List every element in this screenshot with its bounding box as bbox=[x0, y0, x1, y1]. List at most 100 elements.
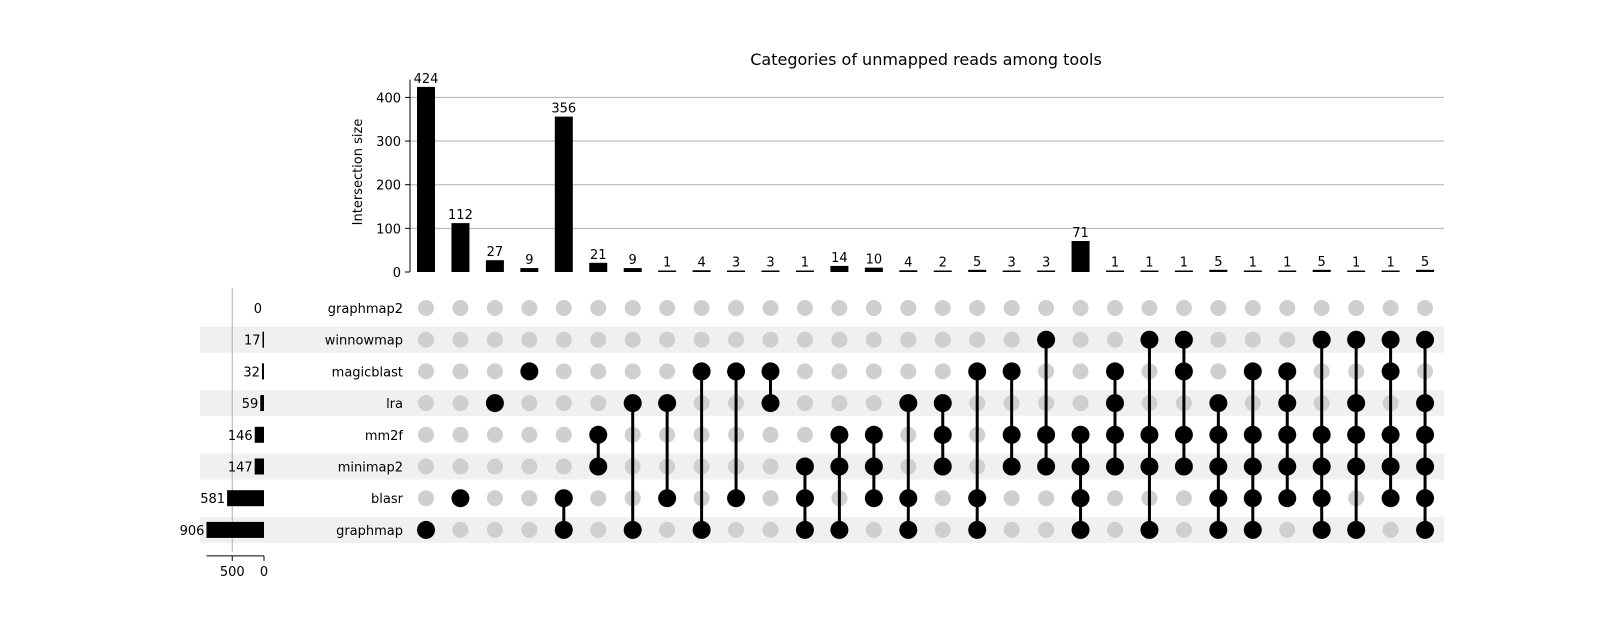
matrix-dot-off bbox=[1072, 331, 1089, 348]
matrix-dot-on bbox=[1347, 457, 1366, 476]
matrix-dot-on bbox=[1209, 394, 1228, 413]
matrix-dot-on bbox=[1416, 489, 1435, 508]
matrix-dot-on bbox=[795, 457, 814, 476]
matrix-dot-off bbox=[831, 331, 848, 348]
matrix-dot-on bbox=[1209, 520, 1228, 539]
matrix-dot-on bbox=[1243, 362, 1262, 381]
matrix-dot-off bbox=[728, 300, 745, 316]
matrix-dot-on bbox=[1381, 362, 1400, 381]
intersection-bar bbox=[899, 270, 918, 272]
matrix-dot-off bbox=[934, 490, 951, 507]
matrix-dot-off bbox=[1348, 300, 1365, 316]
matrix-dot-on bbox=[1002, 457, 1021, 476]
intersection-size-label: 5 bbox=[1214, 255, 1222, 270]
matrix-dot-off bbox=[1141, 300, 1158, 316]
matrix-dot-on bbox=[933, 394, 952, 413]
matrix-dot-on bbox=[1416, 330, 1435, 349]
matrix-dot-on bbox=[1071, 489, 1090, 508]
matrix-dot-off bbox=[521, 490, 538, 507]
matrix-dot-off bbox=[521, 300, 538, 316]
matrix-dot-off bbox=[555, 395, 572, 412]
matrix-dot-off bbox=[969, 300, 986, 316]
matrix-dot-on bbox=[864, 489, 883, 508]
set-size-bar bbox=[254, 426, 264, 443]
intersection-bar bbox=[1037, 270, 1056, 272]
matrix-dot-off bbox=[486, 490, 503, 507]
matrix-dot-off bbox=[590, 521, 607, 538]
set-size-bar bbox=[254, 458, 264, 475]
set-size-label: 17 bbox=[244, 334, 261, 349]
matrix-dot-off bbox=[486, 426, 503, 443]
intersection-size-label: 1 bbox=[1145, 256, 1153, 271]
matrix-dot-off bbox=[555, 426, 572, 443]
matrix-dot-on bbox=[761, 394, 780, 413]
set-size-bar bbox=[206, 521, 264, 538]
matrix-dot-off bbox=[865, 521, 882, 538]
set-size-bar bbox=[227, 490, 264, 507]
matrix-dot-off bbox=[1072, 395, 1089, 412]
matrix-dot-on bbox=[1071, 520, 1090, 539]
matrix-dot-on bbox=[1209, 489, 1228, 508]
matrix-dot-off bbox=[728, 331, 745, 348]
matrix-dot-off bbox=[590, 490, 607, 507]
matrix-dot-off bbox=[590, 363, 607, 380]
matrix-dot-on bbox=[1002, 362, 1021, 381]
matrix-dot-on bbox=[761, 362, 780, 381]
matrix-dot-on bbox=[1278, 489, 1297, 508]
matrix-dot-off bbox=[659, 331, 676, 348]
matrix-dot-off bbox=[900, 331, 917, 348]
matrix-dot-on bbox=[1347, 520, 1366, 539]
matrix-dot-on bbox=[933, 425, 952, 444]
matrix-dot-off bbox=[934, 300, 951, 316]
intersection-bar bbox=[520, 268, 539, 272]
matrix-dot-on bbox=[1347, 425, 1366, 444]
intersection-size-label: 3 bbox=[1042, 256, 1050, 271]
matrix-dot-on bbox=[1278, 457, 1297, 476]
intersection-size-label: 112 bbox=[448, 208, 473, 223]
intersection-bar bbox=[623, 268, 642, 272]
matrix-dot-off bbox=[590, 395, 607, 412]
matrix-dot-on bbox=[899, 489, 918, 508]
row-stripe bbox=[200, 453, 1444, 480]
matrix-dot-off bbox=[418, 395, 434, 412]
matrix-dot-on bbox=[1002, 425, 1021, 444]
matrix-dot-off bbox=[762, 521, 779, 538]
matrix-dot-off bbox=[1003, 300, 1020, 316]
matrix-dot-on bbox=[1174, 457, 1193, 476]
matrix-dot-off bbox=[555, 331, 572, 348]
y-tick-label: 400 bbox=[376, 91, 401, 106]
matrix-dot-off bbox=[555, 458, 572, 475]
intersection-size-label: 5 bbox=[1421, 255, 1429, 270]
matrix-dot-off bbox=[1107, 331, 1123, 348]
matrix-dot-on bbox=[1106, 362, 1124, 381]
intersection-size-label: 1 bbox=[1352, 256, 1360, 271]
matrix-dot-off bbox=[762, 331, 779, 348]
matrix-dot-off bbox=[418, 331, 434, 348]
set-label: magicblast bbox=[332, 365, 403, 380]
intersection-bar bbox=[1312, 269, 1331, 272]
intersection-gridlines bbox=[410, 96, 1444, 229]
matrix-dot-on bbox=[1381, 489, 1400, 508]
matrix-dot-off bbox=[452, 426, 469, 443]
row-stripe bbox=[200, 516, 1444, 543]
matrix-dot-on bbox=[864, 425, 883, 444]
y-axis-label: Intersection size bbox=[351, 119, 366, 226]
matrix-stripes bbox=[200, 326, 1444, 543]
matrix-dot-off bbox=[796, 426, 813, 443]
matrix-dot-on bbox=[1174, 362, 1193, 381]
matrix-dot-on bbox=[727, 489, 746, 508]
set-size-bars: 0 17 32 59 146 147 581 906 500 0 bbox=[180, 288, 268, 580]
matrix-dot-off bbox=[452, 300, 469, 316]
intersection-bar bbox=[1002, 270, 1021, 272]
matrix-dot-off bbox=[486, 300, 503, 316]
intersection-size-label: 424 bbox=[414, 72, 439, 87]
matrix-dot-on bbox=[1243, 425, 1262, 444]
set-label: blasr bbox=[371, 492, 404, 507]
matrix-dot-on bbox=[520, 362, 539, 381]
matrix-dot-off bbox=[762, 490, 779, 507]
intersection-size-label: 1 bbox=[663, 256, 671, 271]
matrix-dot-on bbox=[1243, 457, 1262, 476]
intersection-size-label: 1 bbox=[1283, 256, 1291, 271]
matrix-dot-off bbox=[865, 395, 882, 412]
matrix-dot-off bbox=[969, 331, 986, 348]
